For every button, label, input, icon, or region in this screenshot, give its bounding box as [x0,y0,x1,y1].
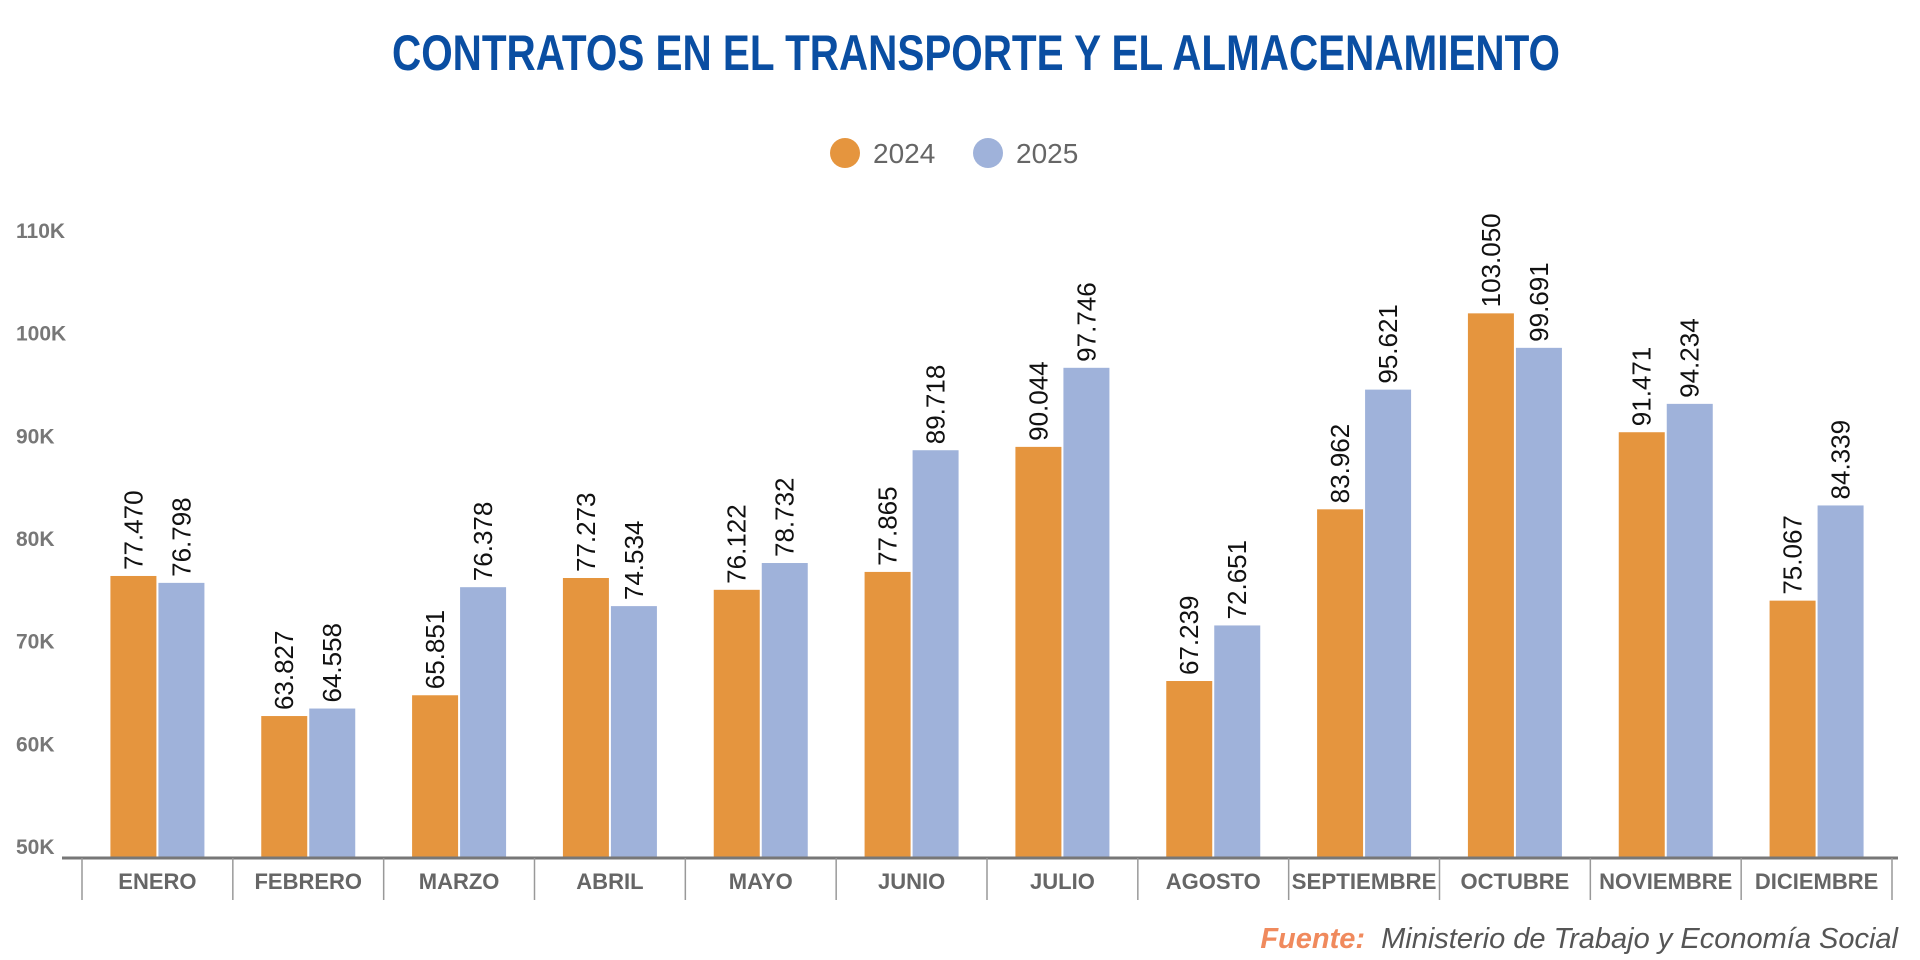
bar-2024-agosto [1166,681,1213,858]
data-label: 74.534 [619,521,649,601]
data-label: 65.851 [420,610,450,690]
data-label: 94.234 [1675,318,1705,398]
x-tick-label: DICIEMBRE [1755,869,1878,894]
legend-label-2025: 2025 [1016,138,1078,169]
bar-2024-enero [110,575,157,858]
bar-2024-noviembre [1618,432,1665,858]
bar-2025-junio [912,450,959,858]
data-label: 64.558 [317,623,347,703]
bar-2024-octubre [1467,313,1514,858]
data-label: 76.122 [722,504,752,584]
bar-2024-septiembre [1317,509,1364,858]
bar-2025-julio [1063,367,1110,858]
bar-2025-octubre [1515,347,1562,858]
data-label: 75.067 [1778,515,1808,595]
source-note: Fuente: Ministerio de Trabajo y Economía… [1260,923,1899,955]
data-label: 76.378 [468,502,498,582]
bar-2024-abril [562,577,609,858]
chart-title: CONTRATOS EN EL TRANSPORTE Y EL ALMACENA… [392,25,1560,81]
data-label: 97.746 [1071,282,1101,362]
legend-swatch-2025 [973,138,1003,168]
data-label: 77.273 [571,492,601,572]
y-tick-label: 50K [16,836,55,859]
legend: 2024 2025 [830,138,1078,169]
bars: 77.470 76.798 63.827 64.558 65.851 76.378 77.2… [110,213,1864,858]
y-tick-label: 110K [16,220,65,243]
bar-2024-junio [864,571,911,858]
x-tick-label: OCTUBRE [1461,869,1570,894]
bar-2025-septiembre [1365,389,1412,858]
bar-2025-agosto [1214,625,1261,858]
bar-2024-julio [1015,446,1062,858]
data-label: 63.827 [269,631,299,711]
x-tick-label: MAYO [729,869,793,894]
data-label: 77.470 [118,490,148,570]
y-tick-label: 80K [16,528,55,551]
bar-2024-diciembre [1769,600,1816,858]
legend-label-2024: 2024 [873,138,935,169]
data-label: 72.651 [1222,540,1252,620]
x-tick-label: MARZO [419,869,500,894]
x-tick-label: JULIO [1030,869,1095,894]
x-tick-label: AGOSTO [1166,869,1261,894]
y-tick-label: 70K [16,631,55,654]
data-label: 77.865 [873,486,903,566]
data-label: 83.962 [1325,424,1355,504]
data-label: 78.732 [770,477,800,557]
source-label: Fuente: [1260,923,1365,955]
x-tick-label: NOVIEMBRE [1599,869,1732,894]
y-tick-label: 100K [16,323,66,346]
data-label: 67.239 [1174,595,1204,675]
data-label: 89.718 [921,365,951,445]
y-tick-label: 60K [16,733,55,756]
bar-2025-noviembre [1666,403,1713,858]
data-label: 99.691 [1524,262,1554,342]
bar-2025-mayo [761,563,808,858]
data-label: 103.050 [1476,213,1506,307]
bar-2024-febrero [261,716,308,858]
y-axis: 50K 60K 70K 80K 90K 100K 110K [16,220,66,859]
y-tick-label: 90K [16,425,55,448]
data-label: 84.339 [1826,420,1856,500]
x-tick-label: ABRIL [576,869,643,894]
source-text: Ministerio de Trabajo y Economía Social [1381,923,1899,955]
data-label: 91.471 [1627,347,1657,427]
legend-swatch-2024 [830,138,860,168]
data-label: 76.798 [166,497,196,577]
x-tick-label: JUNIO [878,869,945,894]
bar-2025-febrero [309,708,356,858]
data-label: 90.044 [1023,361,1053,441]
data-label: 95.621 [1373,304,1403,384]
bar-2025-diciembre [1817,505,1864,858]
x-axis: ENERO FEBRERO MARZO ABRIL MAYO JUNIO JULIO AGOS… [62,856,1898,900]
x-tick-label: ENERO [118,869,196,894]
x-tick-label: SEPTIEMBRE [1292,869,1437,894]
bar-2025-marzo [460,587,507,858]
x-tick-label: FEBRERO [254,869,362,894]
bar-2025-abril [610,606,657,858]
bar-2024-mayo [713,589,760,858]
bar-2024-marzo [412,695,459,858]
bar-2025-enero [158,582,205,858]
